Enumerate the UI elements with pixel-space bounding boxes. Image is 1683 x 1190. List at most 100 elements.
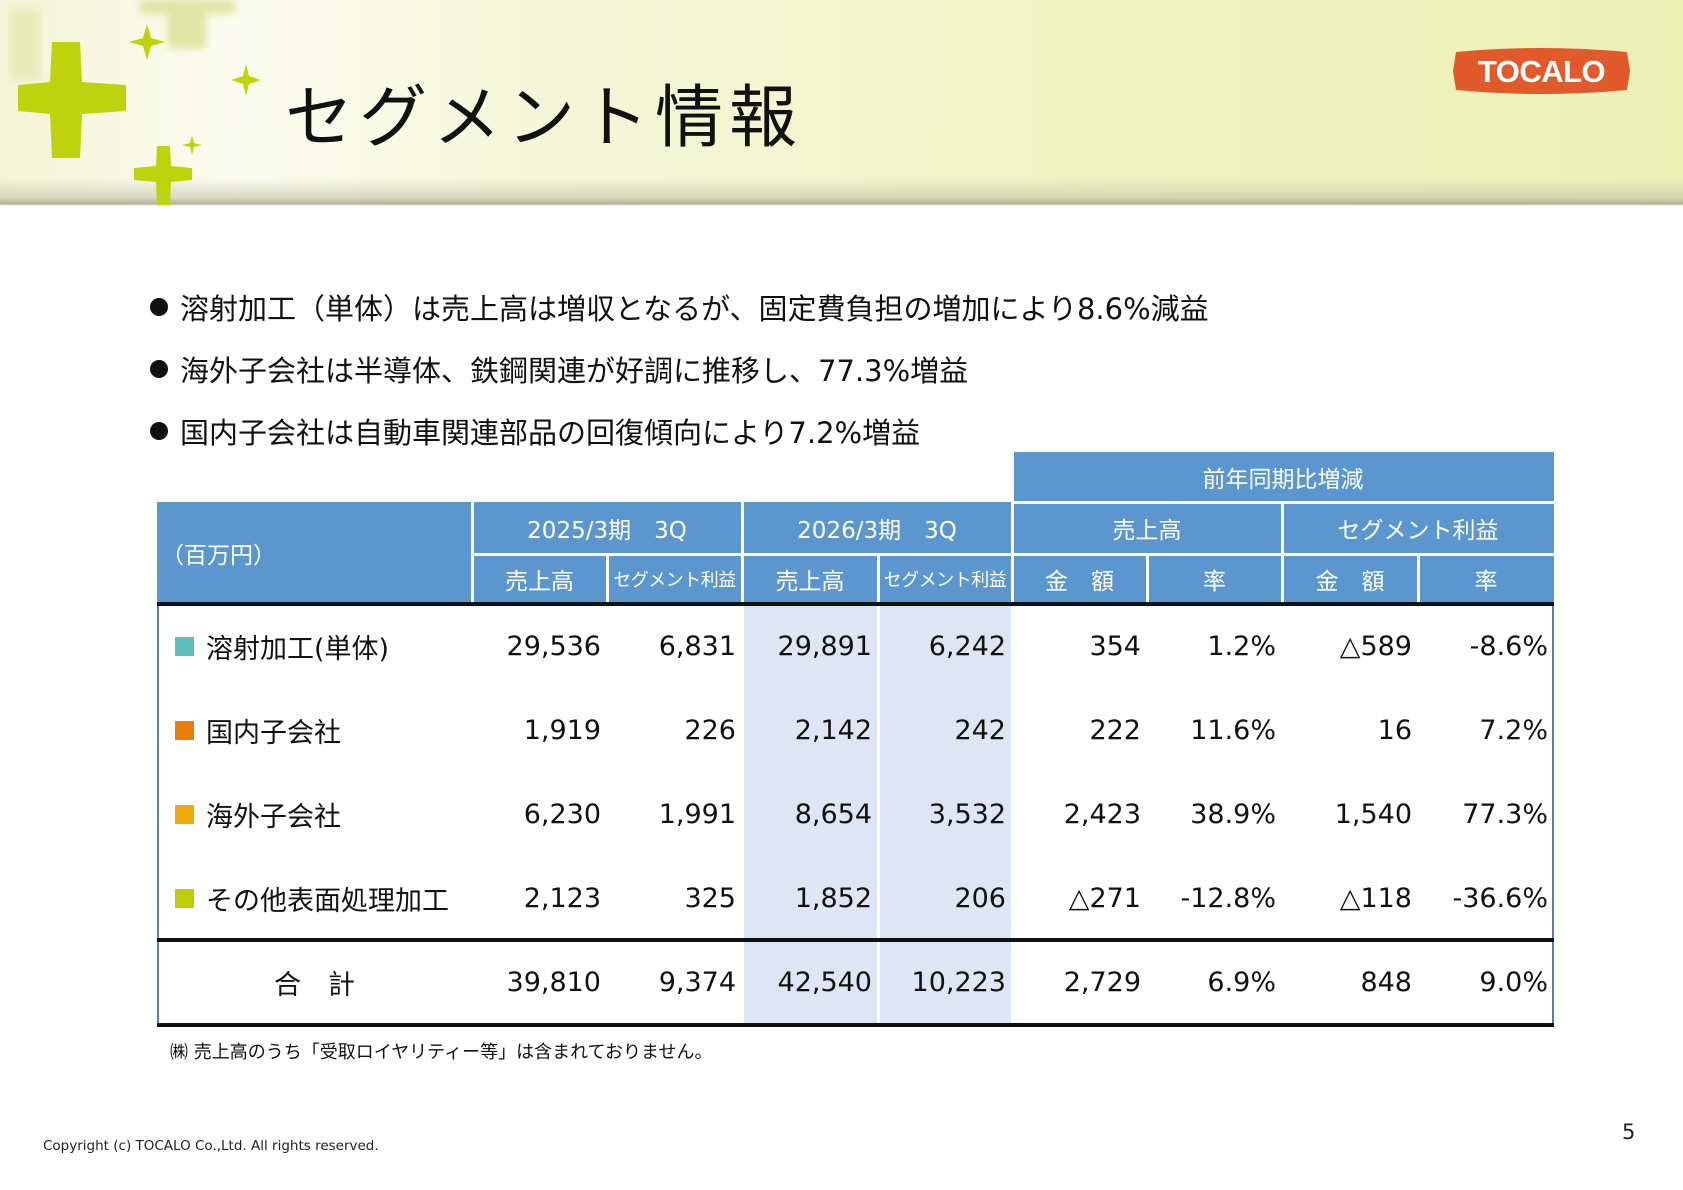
sparkle-decoration-icon bbox=[10, 0, 261, 205]
bullet-item: 海外子会社は半導体、鉄鋼関連が好調に推移し、77.3%増益 bbox=[150, 338, 1209, 400]
total-prev-sales: 39,810 bbox=[506, 967, 601, 998]
grid-line bbox=[1281, 502, 1284, 1025]
bullet-dot-icon bbox=[150, 298, 168, 316]
profit-amount-cell: 16 bbox=[1377, 714, 1412, 746]
bullet-text: 溶射加工（単体）は売上高は増収となるが、固定費負担の増加により8.6%減益 bbox=[180, 292, 1209, 326]
sales-rate-cell: -12.8% bbox=[1180, 882, 1276, 914]
segment-name-cell: 海外子会社 bbox=[157, 772, 472, 856]
col-prev-sales: 売上高 bbox=[472, 554, 607, 604]
header-divider bbox=[157, 602, 1554, 606]
total-prev-profit: 9,374 bbox=[658, 967, 736, 998]
col-sales-amount: 金 額 bbox=[1012, 554, 1147, 604]
curr-sales-cell: 2,142 bbox=[794, 714, 872, 746]
bullet-list: 溶射加工（単体）は売上高は増収となるが、固定費負担の増加により8.6%減益 海外… bbox=[150, 276, 1209, 462]
period-prev-header: 2025/3期 3Q bbox=[472, 502, 742, 554]
unit-label: （百万円） bbox=[157, 502, 472, 604]
prev-sales-cell: 29,536 bbox=[506, 630, 601, 662]
grid-line bbox=[606, 554, 609, 1025]
prev-profit-cell: 325 bbox=[684, 882, 736, 914]
grid-line bbox=[877, 554, 880, 1025]
curr-profit-cell: 6,242 bbox=[928, 630, 1006, 662]
col-profit-rate: 率 bbox=[1418, 554, 1554, 604]
table-bottom-border bbox=[157, 1023, 1554, 1027]
total-profit-rate: 9.0% bbox=[1479, 967, 1548, 998]
segment-name-cell: その他表面処理加工 bbox=[157, 856, 472, 940]
col-profit-amount: 金 額 bbox=[1282, 554, 1418, 604]
segment-name: 国内子会社 bbox=[206, 717, 341, 749]
bullet-item: 国内子会社は自動車関連部品の回復傾向により7.2%増益 bbox=[150, 400, 1209, 462]
bullet-text: 国内子会社は自動車関連部品の回復傾向により7.2%増益 bbox=[180, 416, 921, 450]
profit-amount-cell: 1,540 bbox=[1334, 798, 1412, 830]
segment-color-swatch-icon bbox=[175, 804, 194, 824]
total-label: 合 計 bbox=[274, 970, 355, 1001]
prev-profit-cell: 1,991 bbox=[658, 798, 736, 830]
segment-color-swatch-icon bbox=[175, 888, 194, 908]
segment-name: 海外子会社 bbox=[206, 801, 341, 833]
bullet-item: 溶射加工（単体）は売上高は増収となるが、固定費負担の増加により8.6%減益 bbox=[150, 276, 1209, 338]
profit-rate-cell: -36.6% bbox=[1452, 882, 1548, 914]
segment-name-cell: 国内子会社 bbox=[157, 688, 472, 772]
total-sales-rate: 6.9% bbox=[1207, 967, 1276, 998]
curr-sales-cell: 8,654 bbox=[794, 798, 872, 830]
header-band bbox=[0, 0, 1683, 205]
col-sales-rate: 率 bbox=[1147, 554, 1282, 604]
segment-name: 溶射加工(単体) bbox=[206, 633, 390, 665]
grid-line bbox=[741, 502, 744, 1025]
prev-sales-cell: 1,919 bbox=[523, 714, 601, 746]
total-curr-profit: 10,223 bbox=[911, 967, 1006, 998]
sales-rate-cell: 38.9% bbox=[1190, 798, 1276, 830]
segment-name: その他表面処理加工 bbox=[206, 885, 449, 917]
sales-amount-cell: 354 bbox=[1089, 630, 1141, 662]
sales-amount-cell: △271 bbox=[1068, 882, 1141, 914]
logo-text: TOCALO bbox=[1478, 54, 1605, 89]
total-curr-sales: 42,540 bbox=[777, 967, 872, 998]
prev-profit-cell: 6,831 bbox=[658, 630, 736, 662]
segment-color-swatch-icon bbox=[175, 720, 194, 740]
table-border-right bbox=[1552, 604, 1554, 1025]
profit-amount-cell: △589 bbox=[1339, 630, 1412, 662]
profit-amount-cell: △118 bbox=[1339, 882, 1412, 914]
header-shadow bbox=[0, 178, 1683, 206]
segment-table: 前年同期比増減 （百万円） 2025/3期 3Q 2026/3期 3Q 売上高 … bbox=[157, 452, 1554, 1027]
col-curr-sales: 売上高 bbox=[742, 554, 878, 604]
total-profit-amount: 848 bbox=[1360, 967, 1412, 998]
grid-line bbox=[471, 502, 474, 1025]
curr-profit-cell: 3,532 bbox=[928, 798, 1006, 830]
bullet-dot-icon bbox=[150, 360, 168, 378]
total-sales-amount: 2,729 bbox=[1063, 967, 1141, 998]
curr-profit-cell: 242 bbox=[954, 714, 1006, 746]
curr-profit-cell: 206 bbox=[954, 882, 1006, 914]
table-border-left bbox=[157, 604, 159, 1025]
col-prev-profit: セグメント利益 bbox=[607, 554, 742, 604]
profit-rate-cell: 77.3% bbox=[1462, 798, 1548, 830]
yoy-sales-header: 売上高 bbox=[1012, 502, 1282, 554]
copyright: Copyright (c) TOCALO Co.,Ltd. All rights… bbox=[43, 1138, 379, 1154]
prev-sales-cell: 2,123 bbox=[523, 882, 601, 914]
grid-line bbox=[1417, 554, 1420, 1025]
prev-profit-cell: 226 bbox=[684, 714, 736, 746]
page-title: セグメント情報 bbox=[285, 79, 804, 158]
yoy-profit-header: セグメント利益 bbox=[1282, 502, 1554, 554]
period-curr-header: 2026/3期 3Q bbox=[742, 502, 1012, 554]
tocalo-logo: TOCALO bbox=[1453, 48, 1630, 94]
page-number: 5 bbox=[1622, 1120, 1636, 1144]
curr-sales-cell: 1,852 bbox=[794, 882, 872, 914]
footnote: ㈱ 売上高のうち「受取ロイヤリティー等」は含まれておりません。 bbox=[170, 1042, 713, 1063]
grid-line bbox=[1011, 452, 1014, 1025]
prev-sales-cell: 6,230 bbox=[523, 798, 601, 830]
total-divider bbox=[157, 938, 1554, 942]
profit-rate-cell: -8.6% bbox=[1469, 630, 1548, 662]
sales-rate-cell: 11.6% bbox=[1190, 714, 1276, 746]
bullet-text: 海外子会社は半導体、鉄鋼関連が好調に推移し、77.3%増益 bbox=[180, 354, 969, 388]
yoy-header: 前年同期比増減 bbox=[1012, 452, 1554, 502]
sales-amount-cell: 222 bbox=[1089, 714, 1141, 746]
segment-name-cell: 溶射加工(単体) bbox=[157, 604, 472, 688]
bullet-dot-icon bbox=[150, 422, 168, 440]
col-curr-profit: セグメント利益 bbox=[878, 554, 1012, 604]
curr-sales-cell: 29,891 bbox=[777, 630, 872, 662]
grid-line bbox=[1146, 554, 1149, 1025]
profit-rate-cell: 7.2% bbox=[1479, 714, 1548, 746]
sales-amount-cell: 2,423 bbox=[1063, 798, 1141, 830]
segment-color-swatch-icon bbox=[175, 636, 194, 656]
sales-rate-cell: 1.2% bbox=[1207, 630, 1276, 662]
